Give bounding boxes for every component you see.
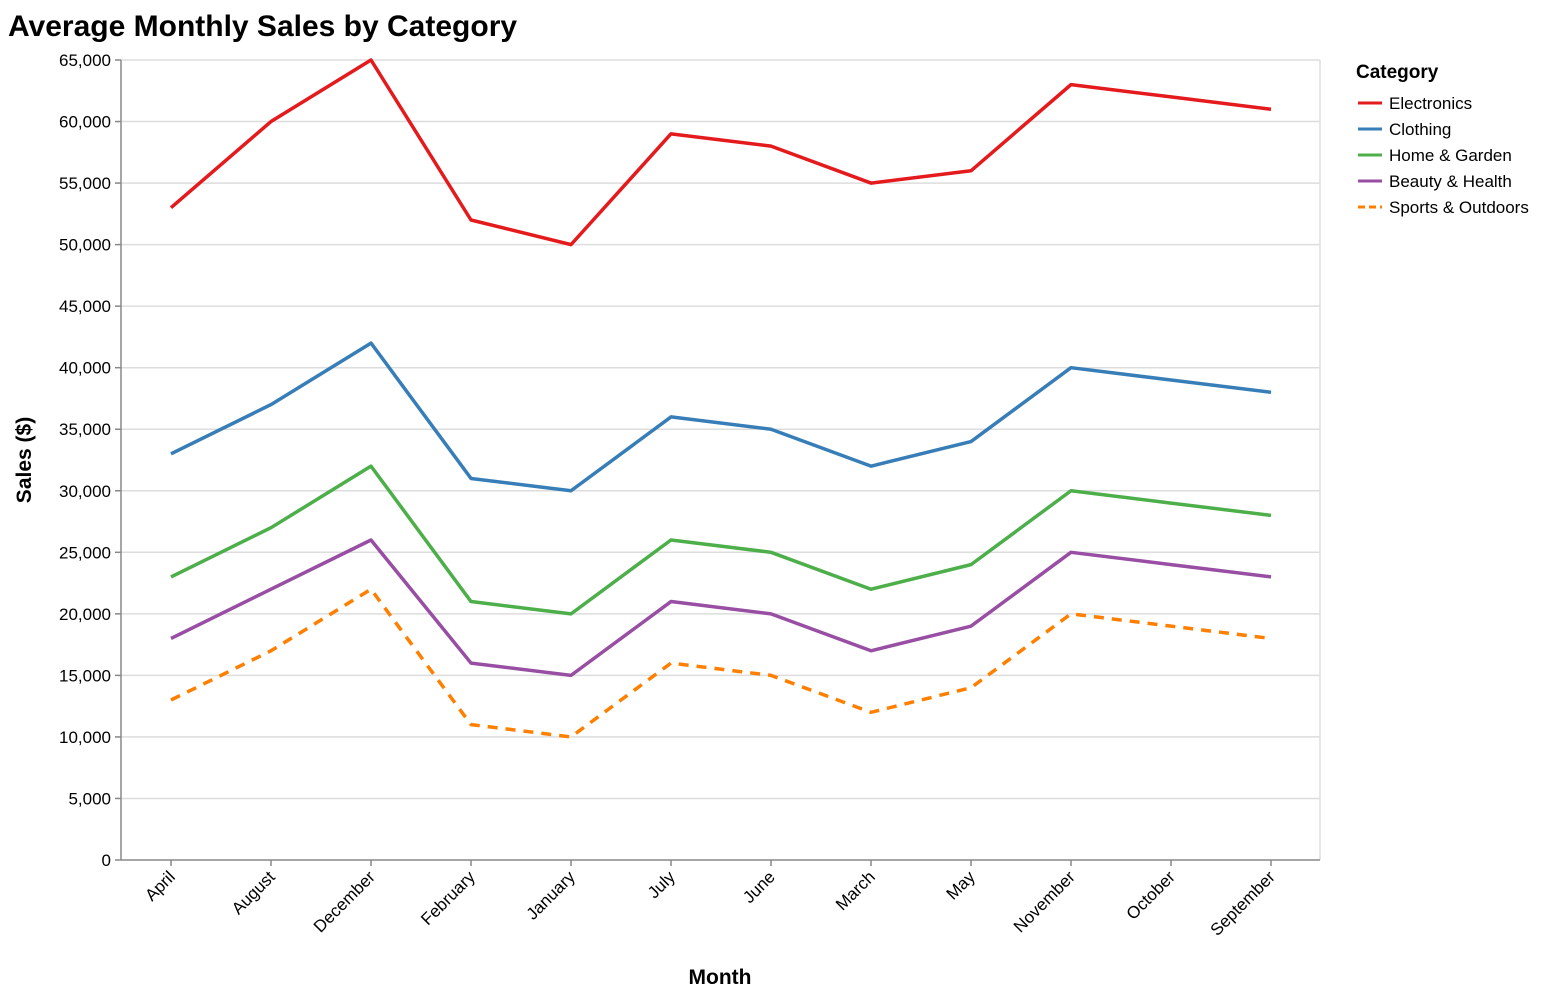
y-axis-title: Sales ($) bbox=[13, 417, 36, 503]
legend-label: Electronics bbox=[1389, 94, 1472, 113]
x-tick-label: February bbox=[417, 867, 479, 929]
series-line-clothing bbox=[170, 341, 1272, 493]
gridlines bbox=[121, 59, 1321, 860]
x-tick-label: May bbox=[943, 867, 979, 903]
legend-label: Home & Garden bbox=[1389, 146, 1512, 165]
y-tick-label: 15,000 bbox=[59, 666, 111, 685]
x-tick-label: January bbox=[523, 867, 580, 924]
series-lines bbox=[169, 58, 1272, 739]
x-axis: April August December February January July Ju… bbox=[121, 859, 1320, 940]
legend: Category Electronics Clothing Home & Garde… bbox=[1356, 62, 1529, 217]
x-tick-label: October bbox=[1123, 867, 1179, 923]
legend-label: Clothing bbox=[1389, 120, 1451, 139]
y-tick-label: 45,000 bbox=[59, 297, 111, 316]
series-line-home-garden bbox=[170, 464, 1272, 616]
legend-label: Beauty & Health bbox=[1389, 172, 1512, 191]
x-tick-label: July bbox=[644, 867, 679, 902]
x-tick-label: August bbox=[228, 867, 279, 918]
x-tick-label: November bbox=[1010, 867, 1079, 936]
y-axis: 0 5,000 10,000 15,000 20,000 25,000 30,000 35,0… bbox=[59, 51, 122, 870]
y-tick-label: 0 bbox=[102, 851, 111, 870]
y-tick-label: 25,000 bbox=[59, 543, 111, 562]
y-tick-label: 40,000 bbox=[59, 359, 111, 378]
y-tick-label: 20,000 bbox=[59, 605, 111, 624]
y-tick-label: 5,000 bbox=[68, 789, 111, 808]
series-line-sports-outdoors bbox=[170, 587, 1272, 739]
x-tick-label: April bbox=[141, 867, 178, 904]
y-tick-label: 10,000 bbox=[59, 728, 111, 747]
x-tick-label: March bbox=[832, 867, 879, 914]
y-tick-label: 55,000 bbox=[59, 174, 111, 193]
y-tick-label: 50,000 bbox=[59, 236, 111, 255]
y-tick-label: 30,000 bbox=[59, 482, 111, 501]
y-tick-label: 35,000 bbox=[59, 420, 111, 439]
series-line-beauty-health bbox=[170, 538, 1272, 678]
y-tick-label: 65,000 bbox=[59, 51, 111, 70]
x-tick-label: December bbox=[310, 867, 379, 936]
chart-title: Average Monthly Sales by Category bbox=[8, 10, 517, 43]
y-tick-label: 60,000 bbox=[59, 113, 111, 132]
x-tick-label: September bbox=[1207, 867, 1279, 939]
x-tick-label: June bbox=[739, 867, 779, 907]
legend-title: Category bbox=[1356, 62, 1439, 83]
x-axis-title: Month bbox=[689, 966, 752, 989]
legend-label: Sports & Outdoors bbox=[1389, 198, 1529, 217]
series-line-electronics bbox=[169, 58, 1272, 247]
